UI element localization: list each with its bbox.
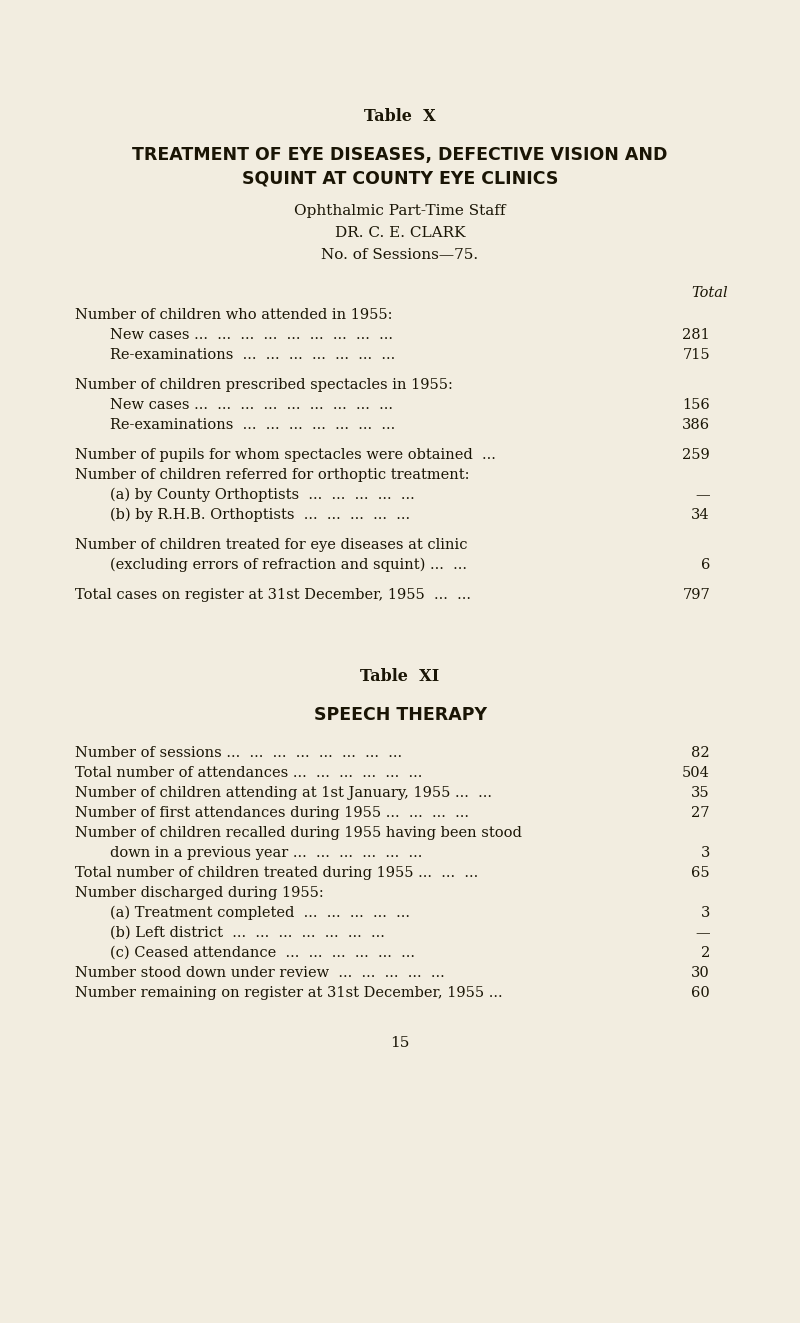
Text: 60: 60 [691, 986, 710, 1000]
Text: New cases ...  ...  ...  ...  ...  ...  ...  ...  ...: New cases ... ... ... ... ... ... ... ..… [110, 328, 393, 343]
Text: 35: 35 [691, 786, 710, 800]
Text: Number of children who attended in 1955:: Number of children who attended in 1955: [75, 308, 393, 321]
Text: Table  XI: Table XI [360, 668, 440, 685]
Text: Number of pupils for whom spectacles were obtained  ...: Number of pupils for whom spectacles wer… [75, 448, 496, 462]
Text: 34: 34 [691, 508, 710, 523]
Text: 259: 259 [682, 448, 710, 462]
Text: (a) by County Orthoptists  ...  ...  ...  ...  ...: (a) by County Orthoptists ... ... ... ..… [110, 488, 414, 503]
Text: Total cases on register at 31st December, 1955  ...  ...: Total cases on register at 31st December… [75, 587, 471, 602]
Text: (c) Ceased attendance  ...  ...  ...  ...  ...  ...: (c) Ceased attendance ... ... ... ... ..… [110, 946, 415, 960]
Text: Table  X: Table X [364, 108, 436, 124]
Text: 82: 82 [691, 746, 710, 759]
Text: SQUINT AT COUNTY EYE CLINICS: SQUINT AT COUNTY EYE CLINICS [242, 169, 558, 188]
Text: 3: 3 [701, 906, 710, 919]
Text: —: — [695, 488, 710, 501]
Text: Number of children prescribed spectacles in 1955:: Number of children prescribed spectacles… [75, 378, 453, 392]
Text: down in a previous year ...  ...  ...  ...  ...  ...: down in a previous year ... ... ... ... … [110, 845, 422, 860]
Text: Total number of attendances ...  ...  ...  ...  ...  ...: Total number of attendances ... ... ... … [75, 766, 422, 781]
Text: Number remaining on register at 31st December, 1955 ...: Number remaining on register at 31st Dec… [75, 986, 502, 1000]
Text: New cases ...  ...  ...  ...  ...  ...  ...  ...  ...: New cases ... ... ... ... ... ... ... ..… [110, 398, 393, 411]
Text: 3: 3 [701, 845, 710, 860]
Text: 386: 386 [682, 418, 710, 433]
Text: 6: 6 [701, 558, 710, 572]
Text: Number of sessions ...  ...  ...  ...  ...  ...  ...  ...: Number of sessions ... ... ... ... ... .… [75, 746, 402, 759]
Text: 30: 30 [691, 966, 710, 980]
Text: —: — [695, 926, 710, 941]
Text: (b) by R.H.B. Orthoptists  ...  ...  ...  ...  ...: (b) by R.H.B. Orthoptists ... ... ... ..… [110, 508, 410, 523]
Text: Number of children treated for eye diseases at clinic: Number of children treated for eye disea… [75, 538, 467, 552]
Text: Total: Total [691, 286, 728, 300]
Text: 504: 504 [682, 766, 710, 781]
Text: 156: 156 [682, 398, 710, 411]
Text: (b) Left district  ...  ...  ...  ...  ...  ...  ...: (b) Left district ... ... ... ... ... ..… [110, 926, 385, 941]
Text: DR. C. E. CLARK: DR. C. E. CLARK [334, 226, 466, 239]
Text: Total number of children treated during 1955 ...  ...  ...: Total number of children treated during … [75, 867, 478, 880]
Text: Number of children attending at 1st January, 1955 ...  ...: Number of children attending at 1st Janu… [75, 786, 492, 800]
Text: Re-examinations  ...  ...  ...  ...  ...  ...  ...: Re-examinations ... ... ... ... ... ... … [110, 418, 395, 433]
Text: 715: 715 [682, 348, 710, 363]
Text: 27: 27 [691, 806, 710, 820]
Text: Number of children recalled during 1955 having been stood: Number of children recalled during 1955 … [75, 826, 522, 840]
Text: Number of children referred for orthoptic treatment:: Number of children referred for orthopti… [75, 468, 470, 482]
Text: Re-examinations  ...  ...  ...  ...  ...  ...  ...: Re-examinations ... ... ... ... ... ... … [110, 348, 395, 363]
Text: No. of Sessions—75.: No. of Sessions—75. [322, 247, 478, 262]
Text: TREATMENT OF EYE DISEASES, DEFECTIVE VISION AND: TREATMENT OF EYE DISEASES, DEFECTIVE VIS… [132, 146, 668, 164]
Text: SPEECH THERAPY: SPEECH THERAPY [314, 706, 486, 724]
Text: Number of first attendances during 1955 ...  ...  ...  ...: Number of first attendances during 1955 … [75, 806, 469, 820]
Text: 15: 15 [390, 1036, 410, 1050]
Text: Number discharged during 1955:: Number discharged during 1955: [75, 886, 324, 900]
Text: Ophthalmic Part-Time Staff: Ophthalmic Part-Time Staff [294, 204, 506, 218]
Text: 65: 65 [691, 867, 710, 880]
Text: 797: 797 [682, 587, 710, 602]
Text: 281: 281 [682, 328, 710, 343]
Text: (excluding errors of refraction and squint) ...  ...: (excluding errors of refraction and squi… [110, 558, 467, 573]
Text: (a) Treatment completed  ...  ...  ...  ...  ...: (a) Treatment completed ... ... ... ... … [110, 906, 410, 921]
Text: Number stood down under review  ...  ...  ...  ...  ...: Number stood down under review ... ... .… [75, 966, 445, 980]
Text: 2: 2 [701, 946, 710, 960]
